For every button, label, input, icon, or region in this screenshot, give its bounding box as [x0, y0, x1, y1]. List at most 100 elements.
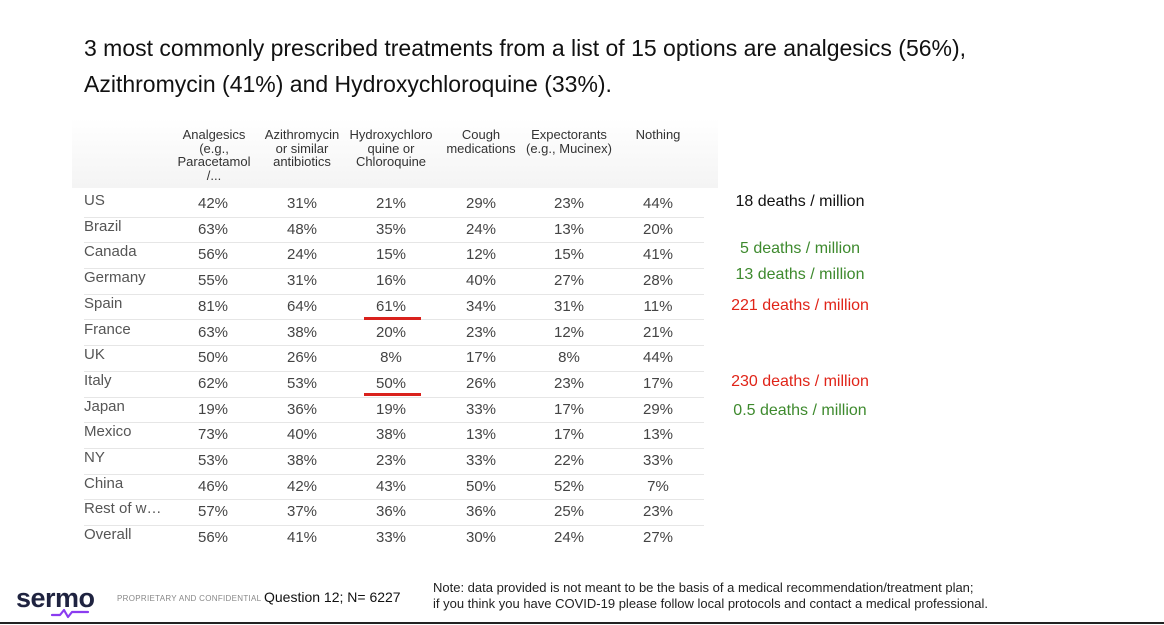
table-cell: 20%: [642, 220, 674, 238]
title-line-2: Azithromycin (41%) and Hydroxychloroquin…: [84, 71, 612, 97]
table-cell: 35%: [375, 220, 407, 238]
table-cell: 26%: [286, 349, 318, 367]
table-cell: 38%: [375, 426, 407, 444]
table-cell: 13%: [642, 426, 674, 444]
table-cell: 34%: [465, 297, 497, 315]
table-cell: 17%: [642, 374, 674, 392]
table-cell: 38%: [286, 323, 318, 341]
table-cell: 16%: [375, 272, 407, 290]
table-cell: 48%: [286, 220, 318, 238]
table-cell: 63%: [197, 220, 229, 238]
table-cell: 21%: [642, 323, 674, 341]
table-cell: 31%: [286, 195, 318, 212]
table-cell: 41%: [642, 246, 674, 264]
column-header-analgesics: Analgesics (e.g., Paracetamol /...: [177, 127, 251, 183]
table-cell: 41%: [286, 529, 318, 547]
table-cell: 27%: [553, 272, 585, 290]
table-cell: 23%: [553, 374, 585, 392]
table-cell: 25%: [553, 503, 585, 521]
table-cell: 43%: [375, 477, 407, 495]
table-cell: 15%: [375, 246, 407, 264]
table-cell: 81%: [197, 297, 229, 315]
disclaimer-line-1: Note: data provided is not meant to be t…: [433, 580, 974, 595]
table-cell: 29%: [465, 195, 497, 212]
deaths-label-canada: 5 deaths / million: [739, 240, 861, 257]
table-row: Japan 19% 36% 19% 33% 17% 29%: [84, 398, 704, 424]
table-cell: 11%: [643, 297, 673, 315]
table-cell: 56%: [197, 246, 229, 264]
table-cell: 73%: [197, 426, 229, 444]
table-cell: 31%: [553, 297, 585, 315]
row-label: UK: [84, 346, 105, 364]
table-cell: 50%: [465, 477, 497, 495]
table-cell: 42%: [286, 477, 318, 495]
table-cell: 36%: [375, 503, 407, 521]
column-header-nothing: Nothing: [635, 127, 681, 142]
table-cell: 55%: [197, 272, 229, 290]
highlight-underline-spain: [364, 317, 421, 320]
table-cell: 29%: [642, 400, 674, 418]
slide-title: 3 most commonly prescribed treatments fr…: [84, 30, 1084, 102]
table-cell: 17%: [553, 400, 585, 418]
table-row: US 42% 31% 21% 29% 23% 44%: [84, 192, 704, 218]
table-header-band: [72, 118, 718, 188]
table-row: China 46% 42% 43% 50% 52% 7%: [84, 475, 704, 501]
table-cell: 15%: [553, 246, 585, 264]
table-cell: 44%: [642, 195, 674, 212]
table-cell: 33%: [465, 400, 497, 418]
table-cell: 56%: [197, 529, 229, 547]
table-cell: 17%: [465, 349, 497, 367]
table-cell: 12%: [465, 246, 497, 264]
table-cell: 36%: [286, 400, 318, 418]
row-label: Spain: [84, 294, 123, 312]
column-header-hydroxychloroquine: Hydroxychloro quine or Chloroquine: [349, 127, 433, 169]
table-cell: 23%: [642, 503, 674, 521]
table-row: Brazil 63% 48% 35% 24% 13% 20%: [84, 218, 704, 244]
table-cell: 64%: [286, 297, 318, 315]
column-header-expectorants: Expectorants (e.g., Mucinex): [526, 127, 612, 156]
table-cell: 30%: [465, 529, 497, 547]
table-cell: 28%: [642, 272, 674, 290]
table-cell: 42%: [197, 195, 229, 212]
table-cell: 26%: [465, 374, 497, 392]
deaths-label-japan: 0.5 deaths / million: [733, 402, 867, 419]
table-row: NY 53% 38% 23% 33% 22% 33%: [84, 449, 704, 475]
logo-swoosh-icon: [50, 608, 90, 619]
table-cell: 46%: [197, 477, 229, 495]
table-cell: 38%: [286, 452, 318, 469]
table-cell: 23%: [375, 452, 407, 469]
table-cell: 19%: [375, 400, 407, 418]
table-cell: 24%: [286, 246, 318, 264]
table-cell: 7%: [647, 477, 669, 495]
table-cell: 40%: [465, 272, 497, 290]
table-cell: 62%: [197, 374, 229, 392]
table-row: Italy 62% 53% 50% 26% 23% 17%: [84, 372, 704, 398]
row-label: France: [84, 320, 131, 338]
table-cell: 12%: [553, 323, 585, 341]
table-cell: 20%: [375, 323, 407, 341]
table-cell: 27%: [642, 529, 674, 547]
table-cell: 24%: [553, 529, 585, 547]
row-label: Italy: [84, 371, 112, 389]
table-cell: 52%: [553, 477, 585, 495]
table-row: Mexico 73% 40% 38% 13% 17% 13%: [84, 423, 704, 449]
table-cell: 50%: [197, 349, 229, 367]
table-cell: 33%: [465, 452, 497, 469]
table-cell: 24%: [465, 220, 497, 238]
row-label: NY: [84, 449, 105, 466]
table-cell: 50%: [375, 374, 407, 392]
table-row: Germany 55% 31% 16% 40% 27% 28%: [84, 269, 704, 295]
row-label: Mexico: [84, 423, 132, 441]
table-row: Overall 56% 41% 33% 30% 24% 27%: [84, 526, 704, 552]
table-cell: 17%: [553, 426, 585, 444]
bottom-rule: [0, 622, 1164, 624]
row-label: Rest of w…: [84, 500, 162, 518]
row-label: China: [84, 474, 124, 492]
disclaimer-line-2: if you think you have COVID-19 please fo…: [433, 596, 988, 611]
table-cell: 37%: [286, 503, 318, 521]
deaths-label-spain: 221 deaths / million: [731, 297, 869, 314]
table-cell: 44%: [642, 349, 674, 367]
table-row: UK 50% 26% 8% 17% 8% 44%: [84, 346, 704, 372]
highlight-underline-italy: [364, 393, 421, 396]
column-header-cough: Cough medications: [446, 127, 516, 156]
